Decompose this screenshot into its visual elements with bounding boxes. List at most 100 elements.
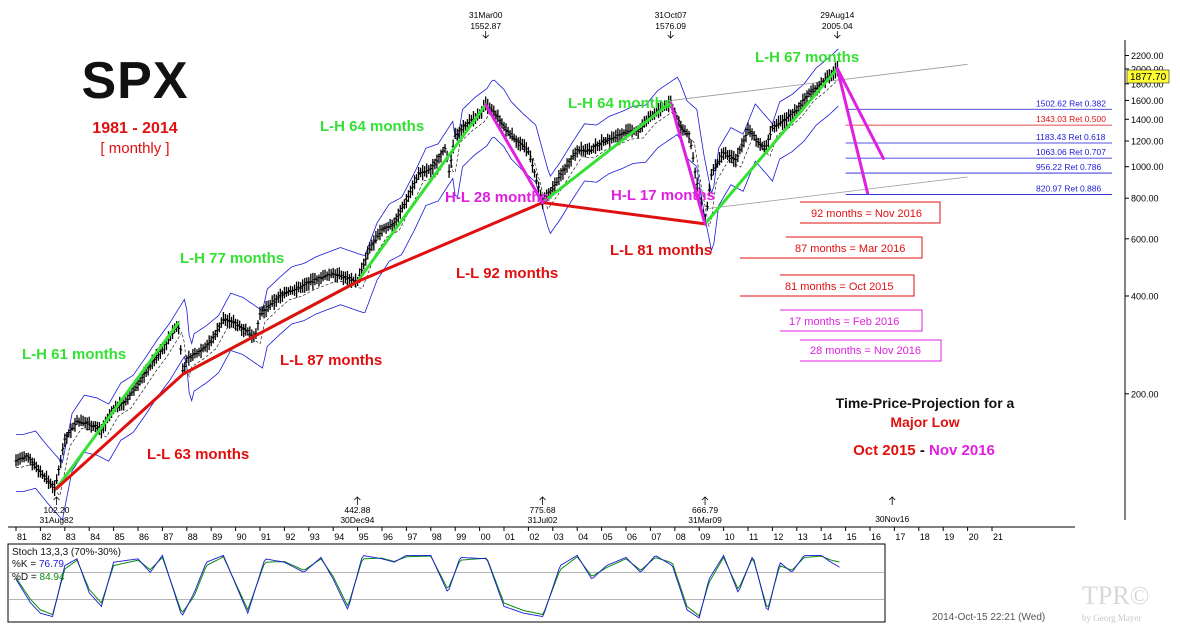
last-price-marker: 1877.70 bbox=[1126, 69, 1170, 84]
projection-range-to: Nov 2016 bbox=[929, 442, 995, 459]
price-bar-close bbox=[565, 165, 569, 167]
trough-arrow bbox=[53, 496, 60, 505]
price-bar-close bbox=[766, 138, 770, 141]
price-bar-close bbox=[549, 190, 553, 192]
price-bar-close bbox=[817, 83, 821, 87]
x-tick-label: 09 bbox=[700, 532, 710, 542]
price-bar-close bbox=[203, 346, 207, 349]
price-bar-close bbox=[219, 322, 224, 325]
stoch-k-label: %K = bbox=[12, 559, 39, 570]
price-bar-close bbox=[189, 356, 193, 359]
price-bar-close bbox=[93, 425, 97, 427]
ll-label-92: L-L 92 months bbox=[456, 265, 558, 282]
price-bar-close bbox=[520, 143, 525, 146]
retracement-label: 956.22 Ret 0.786 bbox=[1036, 162, 1101, 172]
price-bar-close bbox=[254, 332, 258, 335]
price-bar-close bbox=[130, 391, 134, 394]
price-bar-close bbox=[463, 124, 468, 127]
x-tick-label: 12 bbox=[773, 532, 783, 542]
price-bar-close bbox=[272, 300, 276, 303]
price-bar-close bbox=[404, 198, 409, 202]
lh-label-67: L-H 67 months bbox=[755, 49, 859, 66]
trough-price-label: 666.79 bbox=[692, 505, 718, 515]
price-bar-close bbox=[553, 183, 557, 187]
lh-trendline bbox=[541, 101, 673, 205]
x-tick-label: 18 bbox=[920, 532, 930, 542]
price-bar-close bbox=[750, 132, 754, 135]
channel-lower-line bbox=[705, 176, 968, 210]
price-bar-close bbox=[738, 148, 742, 151]
x-tick-label: 03 bbox=[554, 532, 564, 542]
price-bar-close bbox=[719, 155, 724, 158]
x-tick-label: 05 bbox=[603, 532, 613, 542]
price-bar-close bbox=[681, 128, 685, 131]
price-bar-close bbox=[508, 133, 512, 136]
price-bar-close bbox=[213, 333, 217, 336]
stoch-k-line bbox=[15, 554, 840, 619]
price-bar-close bbox=[801, 99, 805, 102]
stoch-d-label: %D = bbox=[12, 572, 40, 583]
price-bar-close bbox=[366, 252, 370, 255]
price-bar-close bbox=[400, 206, 405, 210]
price-bar-close bbox=[711, 169, 716, 172]
price-bar-close bbox=[134, 386, 138, 389]
price-bar-close bbox=[746, 128, 750, 131]
price-bar-close bbox=[319, 276, 323, 280]
price-bar-close bbox=[494, 113, 498, 116]
price-bar-close bbox=[91, 424, 96, 428]
price-bar-close bbox=[599, 140, 604, 144]
price-bar-close bbox=[433, 161, 437, 166]
lh-trendline bbox=[703, 67, 839, 226]
price-bar-close bbox=[789, 113, 793, 116]
price-bar-close bbox=[73, 422, 77, 426]
projection-line bbox=[835, 67, 870, 195]
hl-trendline bbox=[669, 101, 707, 226]
price-bar-close bbox=[280, 292, 285, 296]
price-bar-close bbox=[132, 387, 136, 391]
x-tick-label: 85 bbox=[115, 532, 125, 542]
stochastic-lines bbox=[8, 554, 885, 619]
price-bar-close bbox=[435, 159, 439, 162]
price-bar-close bbox=[274, 298, 278, 300]
price-bar-close bbox=[754, 138, 758, 141]
price-bar-close bbox=[394, 217, 399, 221]
price-bar-close bbox=[809, 90, 813, 93]
x-tick-label: 06 bbox=[627, 532, 637, 542]
price-bar-close bbox=[311, 281, 315, 283]
stoch-d-value: 84.94 bbox=[40, 572, 65, 583]
time-projection-92: 92 months = Nov 2016 bbox=[800, 201, 941, 224]
price-bar-close bbox=[410, 186, 415, 189]
price-bar-close bbox=[368, 248, 372, 250]
price-bar-close bbox=[744, 134, 748, 137]
price-bar-close bbox=[156, 354, 160, 356]
chart-period: [ monthly ] bbox=[100, 140, 169, 157]
ll-label-87: L-L 87 months bbox=[280, 352, 382, 369]
price-bar-close bbox=[30, 461, 34, 464]
price-bar-close bbox=[211, 336, 215, 339]
watermark-logo: TPR© bbox=[1082, 581, 1149, 610]
price-bar-close bbox=[709, 174, 714, 176]
peak-date-label: 31Mar00 bbox=[469, 10, 503, 20]
price-bar-close bbox=[500, 122, 504, 126]
x-axis: 81 82 83 84 85 86 87 88 89 90 91 92 93 94 95 96 97 98 99 00… bbox=[15, 527, 1003, 542]
y-tick-label: 2200.00 bbox=[1131, 51, 1164, 61]
x-tick-label: 86 bbox=[139, 532, 149, 542]
price-bar-close bbox=[569, 157, 573, 160]
price-bar-close bbox=[85, 421, 89, 424]
price-bar-close bbox=[620, 133, 624, 136]
trough-date-label: 30Dec94 bbox=[340, 515, 374, 525]
price-bar-close bbox=[181, 369, 185, 372]
price-bar-close bbox=[231, 321, 236, 324]
y-tick-label: 600.00 bbox=[1131, 234, 1159, 244]
price-bar-close bbox=[323, 275, 327, 278]
price-bar-close bbox=[28, 458, 32, 461]
time-projection-81: 81 months = Oct 2015 bbox=[740, 274, 915, 297]
x-tick-label: 19 bbox=[944, 532, 954, 542]
price-bar-close bbox=[229, 320, 234, 322]
peak-arrow bbox=[667, 31, 674, 39]
price-bar-close bbox=[498, 119, 502, 122]
x-tick-label: 89 bbox=[212, 532, 222, 542]
price-bar-close bbox=[793, 111, 797, 113]
retracement-label: 1183.43 Ret 0.618 bbox=[1036, 132, 1106, 142]
